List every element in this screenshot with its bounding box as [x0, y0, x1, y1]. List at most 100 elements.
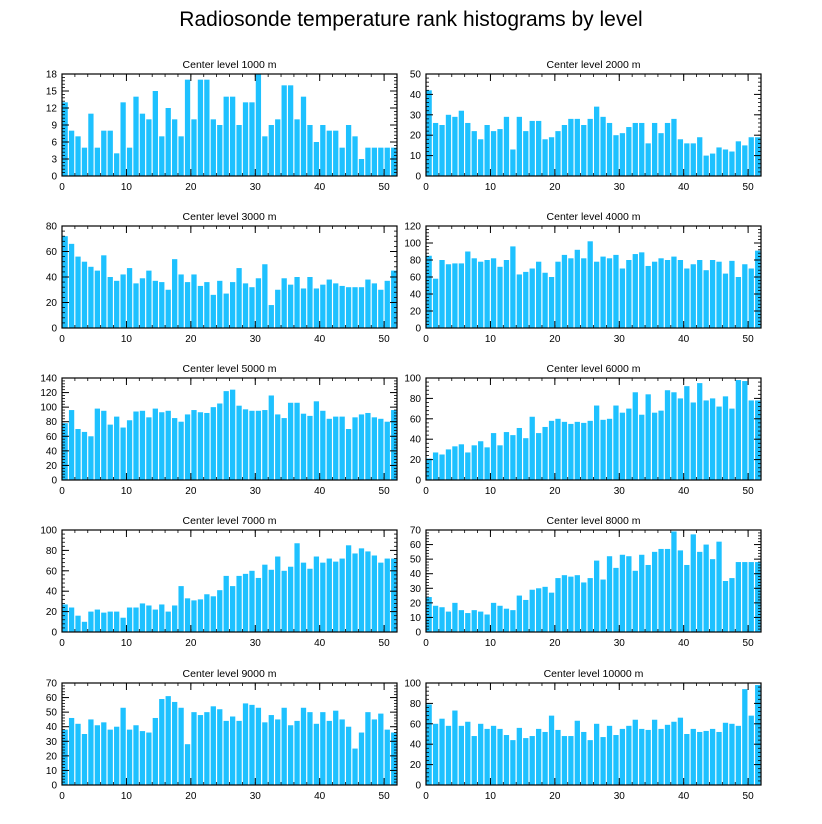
- bar: [478, 441, 484, 480]
- bar: [671, 531, 677, 632]
- bar: [217, 403, 223, 480]
- bar: [313, 401, 320, 480]
- bar: [120, 707, 126, 785]
- bar: [716, 406, 722, 480]
- x-tick-label: 30: [614, 791, 626, 802]
- bar: [114, 726, 120, 785]
- bar: [75, 136, 81, 176]
- bar: [378, 418, 384, 480]
- x-tick-label: 40: [314, 182, 326, 193]
- bar: [391, 732, 397, 785]
- bar: [320, 410, 326, 480]
- bar: [126, 607, 133, 632]
- bar: [262, 264, 268, 328]
- bar: [242, 703, 249, 785]
- bar: [287, 85, 294, 176]
- bar: [619, 133, 626, 176]
- bar: [75, 429, 81, 480]
- panel-title: Center level 3000 m: [183, 211, 277, 223]
- x-tick-label: 0: [59, 638, 65, 649]
- y-tick-label: 60: [46, 247, 58, 258]
- bar: [735, 141, 742, 176]
- bar: [594, 560, 600, 632]
- bar: [62, 729, 68, 785]
- bar: [722, 396, 729, 480]
- bar: [371, 555, 378, 632]
- bar: [307, 125, 313, 176]
- bar: [503, 608, 510, 632]
- bar: [671, 392, 677, 480]
- bar: [645, 564, 651, 632]
- y-tick-label: 6: [51, 138, 57, 149]
- bar: [159, 282, 165, 328]
- bar: [352, 748, 358, 785]
- bar: [249, 704, 255, 785]
- bar: [484, 447, 490, 480]
- bar: [275, 556, 281, 632]
- y-tick-label: 60: [410, 540, 422, 551]
- bar: [722, 722, 729, 785]
- bar: [275, 289, 281, 328]
- bar: [184, 282, 191, 328]
- bar: [378, 562, 384, 632]
- bar: [62, 236, 68, 328]
- bar: [587, 241, 593, 328]
- y-tick-label: 0: [415, 324, 421, 335]
- y-tick-label: 30: [410, 584, 422, 595]
- x-tick-label: 40: [314, 486, 326, 497]
- bar: [275, 414, 281, 480]
- bar: [139, 113, 146, 176]
- bar: [217, 709, 223, 785]
- bar: [249, 410, 255, 480]
- bar: [426, 90, 432, 176]
- x-tick-label: 20: [549, 638, 561, 649]
- bar: [742, 145, 748, 176]
- bar: [529, 416, 535, 480]
- bar: [320, 562, 326, 632]
- y-tick-label: 140: [40, 374, 57, 385]
- panel-title: Center level 8000 m: [547, 515, 641, 527]
- bar: [262, 410, 268, 480]
- bar: [230, 96, 236, 176]
- bar: [703, 155, 709, 176]
- y-tick-label: 100: [40, 403, 57, 414]
- bar: [275, 719, 281, 785]
- bar: [313, 723, 320, 785]
- bar: [268, 305, 274, 328]
- bar: [126, 420, 133, 480]
- bar: [471, 258, 477, 328]
- bar: [490, 725, 497, 785]
- bar: [639, 414, 645, 480]
- bar: [619, 728, 626, 785]
- bar: [568, 736, 574, 785]
- bar: [365, 551, 371, 632]
- bar: [294, 119, 300, 176]
- bar: [268, 569, 274, 632]
- bar: [503, 432, 510, 480]
- bar: [645, 729, 651, 785]
- bar: [333, 710, 339, 785]
- bar: [748, 562, 754, 632]
- bar: [613, 254, 619, 328]
- x-tick-label: 50: [743, 182, 755, 193]
- bar: [709, 260, 716, 328]
- bar: [146, 119, 152, 176]
- bar: [548, 715, 555, 785]
- bar: [523, 131, 529, 176]
- bar: [645, 265, 651, 328]
- bar: [684, 268, 690, 328]
- y-tick-label: 0: [51, 628, 57, 639]
- bar: [326, 418, 332, 480]
- y-tick-label: 40: [46, 446, 58, 457]
- bar: [735, 277, 742, 328]
- bar: [458, 263, 464, 328]
- bar: [294, 543, 300, 632]
- y-tick-label: 40: [410, 740, 422, 751]
- bar: [755, 137, 761, 176]
- bar: [313, 288, 320, 328]
- y-tick-label: 30: [410, 110, 422, 121]
- bar: [639, 252, 645, 328]
- bar: [352, 136, 358, 176]
- bar: [445, 611, 452, 632]
